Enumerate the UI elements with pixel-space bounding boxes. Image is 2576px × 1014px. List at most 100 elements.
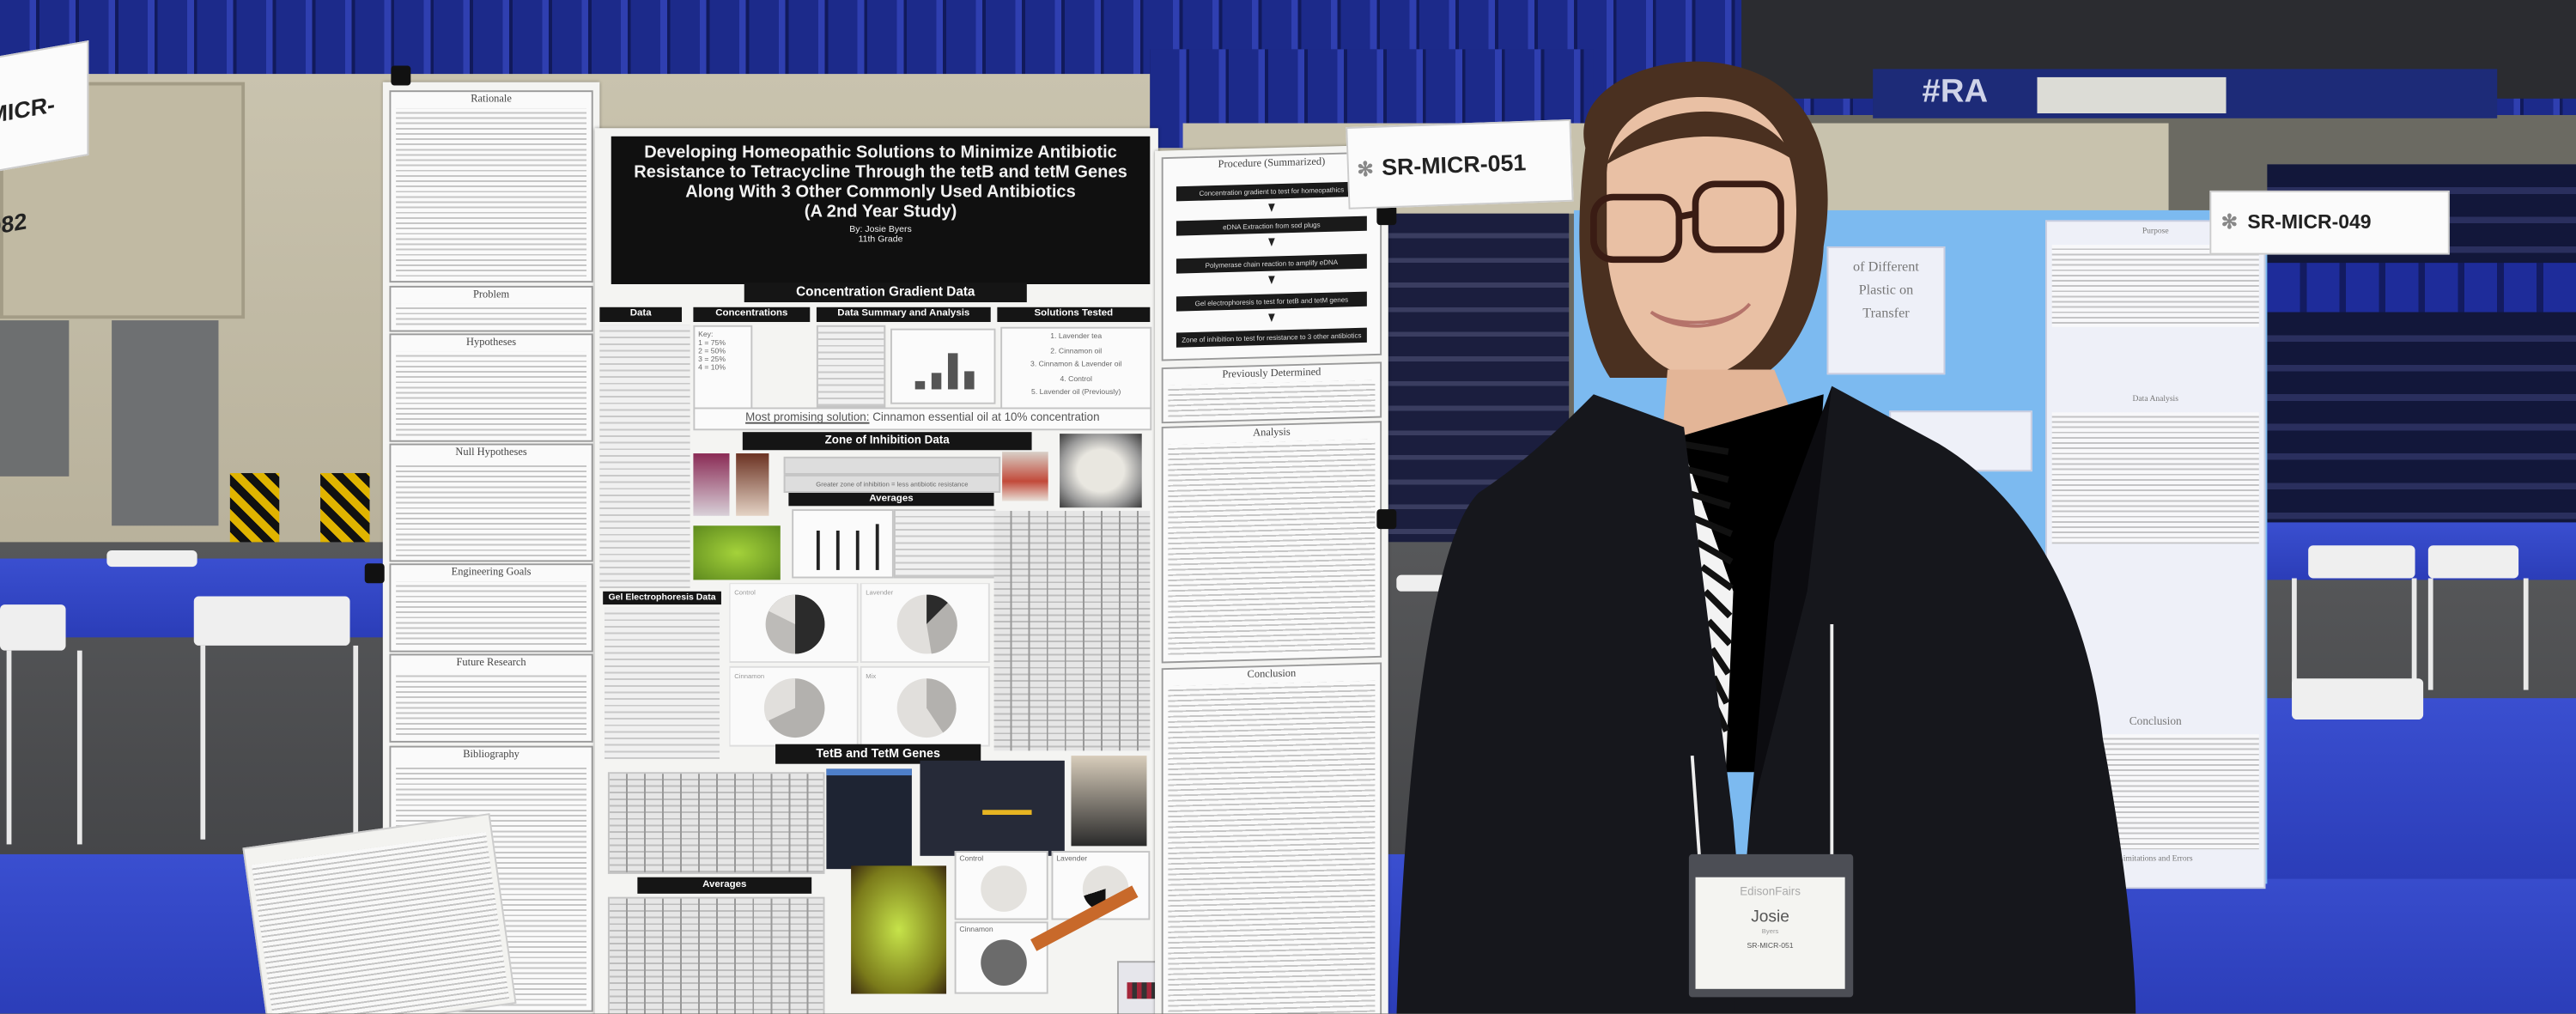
pie-label: Control [734,589,756,597]
pie-label: Lavender [866,589,893,597]
procedure-step: Concentration gradient to test for homeo… [1176,181,1367,202]
oil-bottle-photo [693,453,730,516]
pie-label: Mix [866,672,876,680]
procedure-step: Gel electrophoresis to test for tetB and… [1176,291,1367,312]
gel-data-table [605,607,720,759]
arrow-down-icon [1267,203,1274,212]
subheader-solutions-tested: Solutions Tested [997,307,1151,323]
folding-chair-legs [200,645,359,840]
subheader-data: Data [599,307,683,323]
bleacher-seats [2267,263,2576,313]
section-null-hypotheses: Null Hypotheses [389,443,593,562]
oil-bottle-photo [736,453,769,516]
face [1607,97,1797,379]
electrical-box [112,320,219,526]
rubric-paper [242,813,517,1014]
folding-chair [2427,545,2519,579]
lanyard [1690,755,1703,871]
section-conclusion: Conclusion [1161,662,1382,1014]
averages-bar-chart [792,509,894,579]
genes-table [607,772,825,874]
poster-grade: 11th Grade [858,234,903,246]
most-promising-solution: Most promising solution: Cinnamon essent… [693,407,1152,431]
blazer-left [1396,394,1750,1014]
subheader-concentrations: Concentrations [693,307,811,323]
pie-charts: Control Lavender Cinnamon Mix [729,583,990,747]
pie-slice [927,678,957,733]
small-pie-control: Control [954,851,1048,920]
grass-photo [693,525,781,580]
averages2-table [607,896,825,1014]
sponsor-banner [2037,76,2227,114]
safety-barrier [229,473,280,556]
binder-clip [391,65,411,86]
binder-clip [1376,509,1397,530]
zone-of-inhibition-header: Zone of Inhibition Data [742,432,1032,451]
badge-project-id: SR-MICR-051 [1747,941,1794,950]
genes-header: TetB and TetM Genes [775,744,981,764]
section-purpose: Purpose [2142,228,2169,237]
summary-bar-chart [890,328,996,404]
gel-photo [851,865,947,994]
banner-text: #RA [1922,74,1989,111]
section-conclusion: Conclusion [2129,714,2182,728]
lab-photo [1071,756,1147,847]
tablecloth-front-right [2234,698,2576,879]
folding-chair-legs [6,650,82,845]
student-person [1396,61,2136,1014]
procedure-step: eDNA Extraction from sod plugs [1176,216,1367,236]
poster-subtitle: (A 2nd Year Study) [804,202,957,222]
folding-chair-legs [2292,578,2417,690]
section-data-analysis: Data Analysis [2132,396,2178,404]
arrow-down-icon [1267,276,1274,285]
poster-center-panel: Developing Homeopathic Solutions to Mini… [594,128,1158,1014]
lapel [1749,386,1832,822]
data-table [599,325,690,588]
folding-chair [106,550,197,568]
pie-slice [763,678,796,721]
pie-label: Cinnamon [734,672,764,680]
binder-clip [364,563,385,584]
section-rationale: Rationale [389,90,593,283]
poster-title-paper: of Different Plastic on Transfer [1826,246,1946,375]
folding-chair [2308,545,2415,579]
name-badge: EdisonFairs Josie Byers SR-MICR-051 [1688,853,1854,998]
summary-table [816,325,886,408]
binder-clip [1376,205,1397,226]
averages-header: Averages [788,492,994,507]
section-future-research: Future Research [389,653,593,743]
pie-slice [795,594,825,654]
zone-data-table [993,511,1151,751]
section-hypotheses: Hypotheses [389,333,593,442]
pie-slice [769,594,796,625]
procedure-step: Zone of inhibition to test for resistanc… [1176,327,1367,348]
poster-author: By: Josie Byers [849,225,912,235]
concentration-key: Key: 1 = 75% 2 = 50% 3 = 25% 4 = 10% [693,325,753,415]
badge-last-name: Byers [1761,926,1779,935]
small-pie-cinnamon: Cinnamon [954,921,1048,994]
averages-table [893,509,996,579]
booth-id: SR-MICR-049 [2247,209,2372,234]
booth-sign-left: MICR-082 [0,39,89,240]
badge-first-name: Josie [1751,908,1789,927]
averages2-header: Averages [637,877,812,894]
solutions-list: 1. Lavender tea 2. Cinnamon oil 3. Cinna… [1000,326,1152,410]
procedure-step: Polymerase chain reaction to amplify eDN… [1176,253,1367,274]
fair-logo-icon: ✻ [2221,209,2238,234]
zone-note: Greater zone of inhibition = less antibi… [783,474,1001,493]
section-limitations: Limitations and Errors [2117,855,2193,865]
section-analysis: Analysis [1161,421,1382,664]
petri-dish-photo [1060,434,1142,508]
gel-electrophoresis-header: Gel Electrophoresis Data [603,591,721,605]
safety-barrier [320,473,370,556]
poster-right-panel: Procedure (Summarized) Concentration gra… [1155,144,1388,1014]
petri-dish-photo [1002,452,1048,501]
arrow-down-icon [1267,313,1274,323]
poster-left-panel: Rationale Problem Hypotheses Null Hypoth… [382,82,600,1014]
folding-chair-legs [2427,578,2529,690]
electrical-box [0,320,70,477]
smile [1649,302,1752,328]
zone-testing-note [783,456,1001,475]
section-previously-determined: Previously Determined [1161,361,1382,424]
